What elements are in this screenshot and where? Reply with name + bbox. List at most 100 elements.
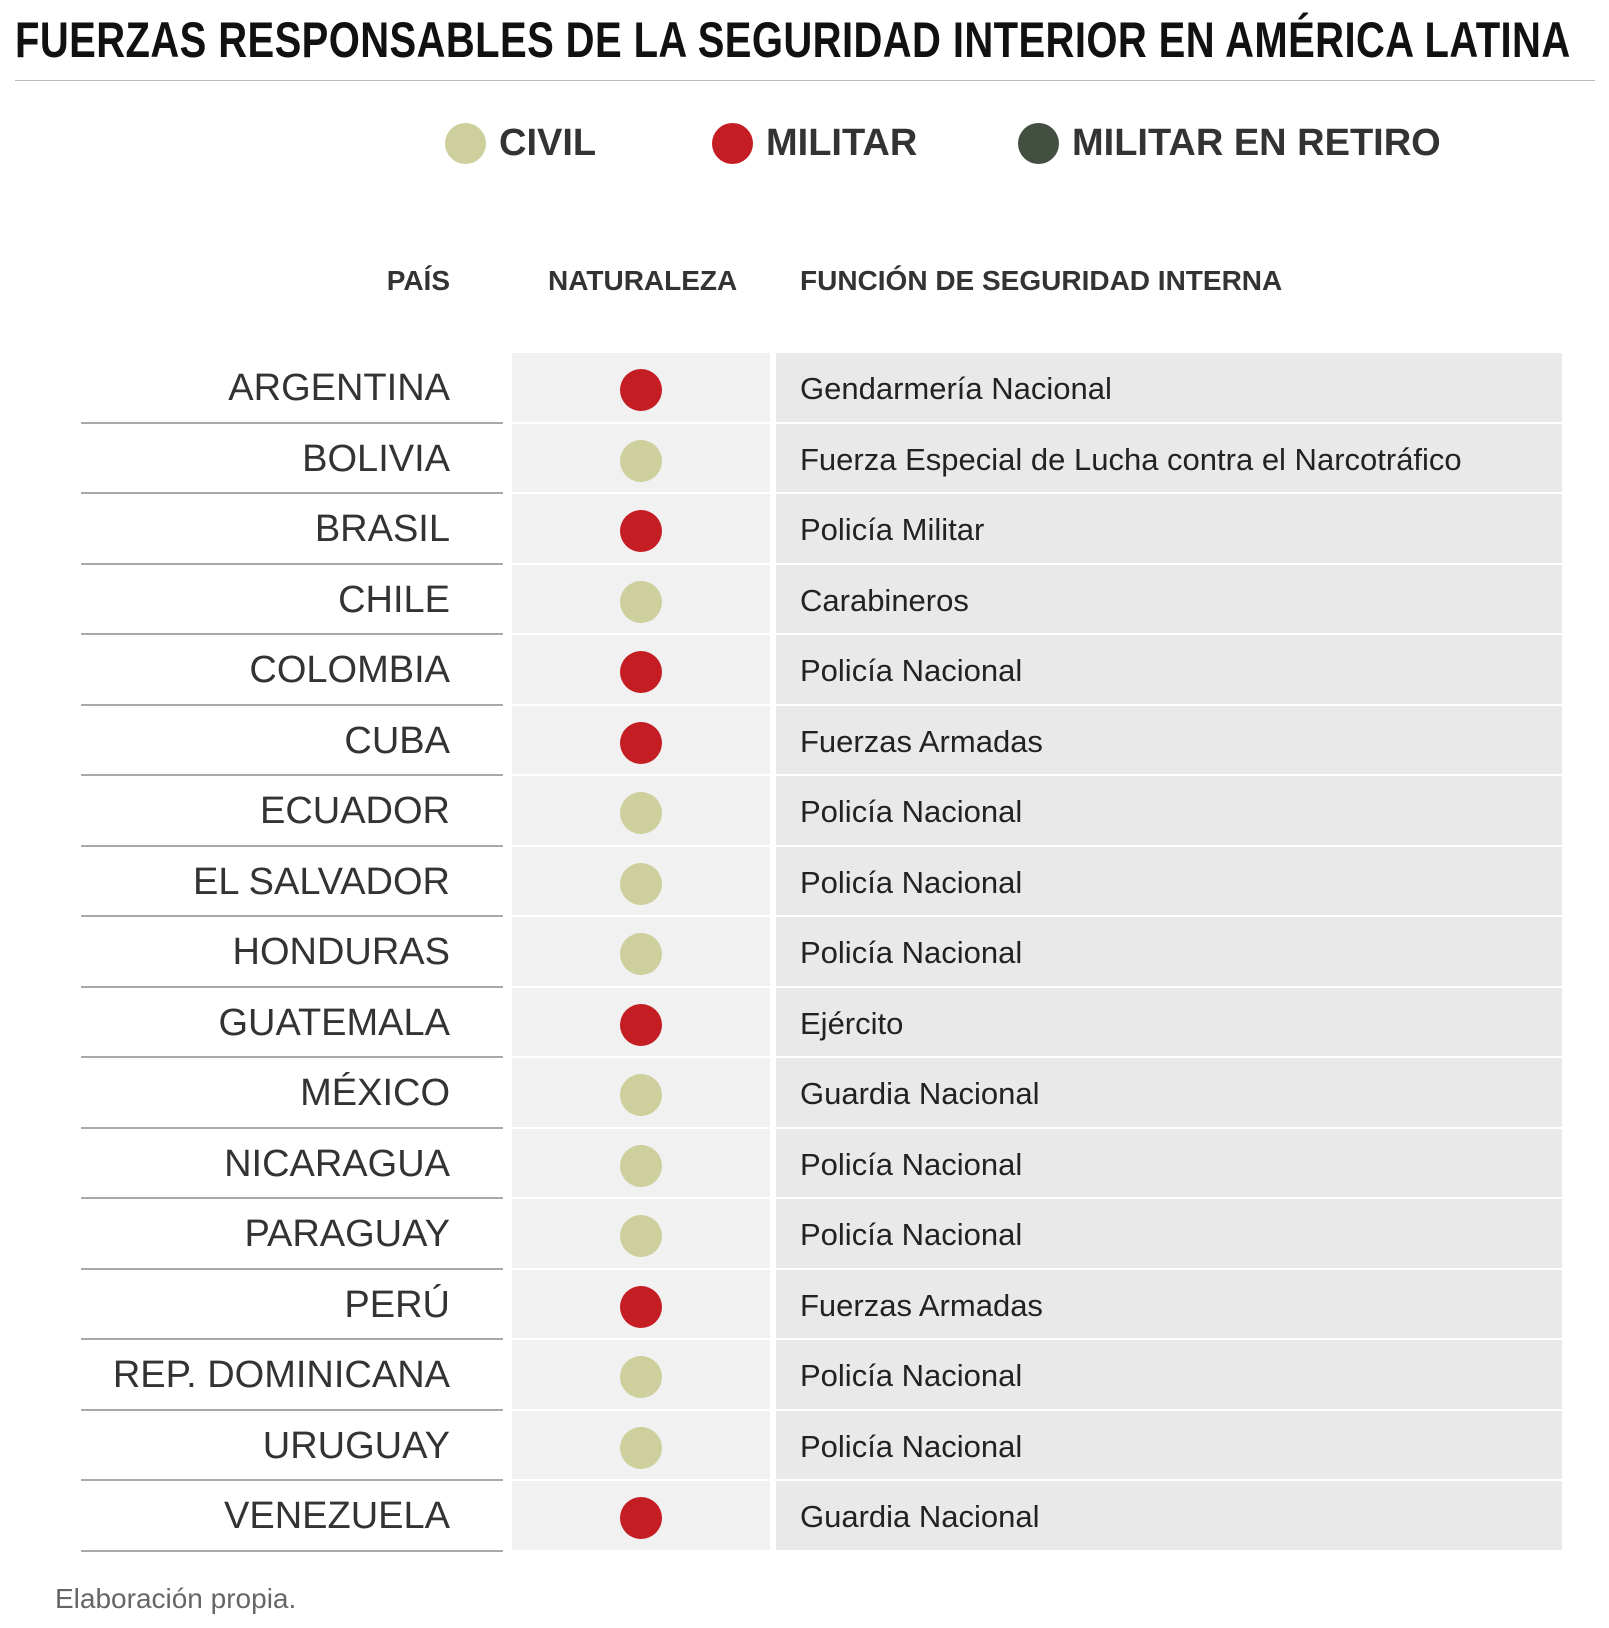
nature-cell bbox=[512, 494, 770, 565]
function-label: Policía Nacional bbox=[800, 1358, 1023, 1393]
function-cell: Fuerzas Armadas bbox=[776, 705, 1562, 776]
function-cell: Policía Nacional bbox=[776, 917, 1562, 988]
nature-cell bbox=[512, 1340, 770, 1411]
country-label: ECUADOR bbox=[259, 790, 450, 832]
country-label: BOLIVIA bbox=[302, 437, 450, 480]
function-label: Policía Nacional bbox=[800, 864, 1023, 900]
nature-cell bbox=[512, 776, 770, 847]
function-cell: Policía Nacional bbox=[776, 1199, 1562, 1270]
function-label: Policía Militar bbox=[800, 512, 985, 547]
row-divider bbox=[81, 562, 503, 565]
table-row: REP. DOMINICANA Policía Nacional bbox=[0, 1340, 1609, 1411]
table-body: ARGENTINA Gendarmería Nacional BOLIVIA Fuer… bbox=[0, 353, 1609, 1552]
nature-cell bbox=[512, 353, 770, 424]
table-row: EL SALVADOR Policía Nacional bbox=[0, 846, 1609, 917]
function-label: Policía Nacional bbox=[800, 794, 1023, 829]
function-cell: Policía Nacional bbox=[776, 635, 1562, 706]
legend-label-civil: CIVIL bbox=[499, 121, 597, 164]
row-divider bbox=[81, 1338, 503, 1340]
nature-cell bbox=[512, 917, 770, 988]
row-divider bbox=[81, 421, 503, 424]
row-divider bbox=[81, 703, 503, 706]
country-label: REP. DOMINICANA bbox=[112, 1354, 450, 1396]
nature-cell bbox=[512, 705, 770, 776]
function-cell: Policía Nacional bbox=[776, 1128, 1562, 1199]
country-label: MÉXICO bbox=[300, 1072, 450, 1114]
nature-dot bbox=[620, 580, 662, 623]
table-row: HONDURAS Policía Nacional bbox=[0, 917, 1609, 988]
nature-dot bbox=[620, 1356, 662, 1398]
nature-cell bbox=[512, 987, 770, 1058]
country-label: CUBA bbox=[344, 719, 450, 762]
country-label: PERÚ bbox=[344, 1283, 450, 1326]
row-divider bbox=[81, 985, 503, 988]
country-label: HONDURAS bbox=[232, 931, 450, 973]
row-divider bbox=[81, 1549, 503, 1552]
function-label: Ejército bbox=[800, 1005, 904, 1041]
chart-title: FUERZAS RESPONSABLES DE LA SEGURIDAD INT… bbox=[15, 12, 1571, 68]
nature-dot bbox=[620, 1074, 662, 1116]
column-header-country: PAÍS bbox=[386, 265, 450, 296]
function-cell: Policía Nacional bbox=[776, 846, 1562, 917]
table-row: PARAGUAY Policía Nacional bbox=[0, 1199, 1609, 1270]
table-row: CHILE Carabineros bbox=[0, 564, 1609, 635]
function-cell: Policía Nacional bbox=[776, 776, 1562, 847]
nature-dot bbox=[620, 1497, 662, 1539]
function-cell: Policía Nacional bbox=[776, 1410, 1562, 1481]
nature-dot bbox=[620, 369, 662, 411]
table-row: ECUADOR Policía Nacional bbox=[0, 776, 1609, 847]
legend-swatch-civil bbox=[445, 122, 486, 164]
function-cell: Ejército bbox=[776, 987, 1562, 1058]
row-divider bbox=[81, 1267, 503, 1270]
row-divider bbox=[81, 1126, 503, 1129]
table-row: VENEZUELA Guardia Nacional bbox=[0, 1481, 1609, 1552]
function-label: Policía Nacional bbox=[800, 935, 1023, 970]
nature-dot bbox=[620, 721, 662, 764]
table-row: GUATEMALA Ejército bbox=[0, 987, 1609, 1058]
country-label: ARGENTINA bbox=[228, 367, 450, 409]
legend-label-militar: MILITAR bbox=[766, 121, 918, 164]
function-label: Gendarmería Nacional bbox=[800, 371, 1112, 406]
table-row: BOLIVIA Fuerza Especial de Lucha contra e… bbox=[0, 423, 1609, 494]
row-divider bbox=[81, 844, 503, 847]
nature-cell bbox=[512, 1269, 770, 1340]
country-label: EL SALVADOR bbox=[193, 860, 450, 903]
table-row: NICARAGUA Policía Nacional bbox=[0, 1128, 1609, 1199]
legend-swatch-militar-en-retiro bbox=[1018, 122, 1059, 164]
country-label: PARAGUAY bbox=[244, 1213, 450, 1255]
function-cell: Carabineros bbox=[776, 564, 1562, 635]
source-note: Elaboración propia. bbox=[55, 1583, 297, 1614]
function-cell: Fuerzas Armadas bbox=[776, 1269, 1562, 1340]
nature-cell bbox=[512, 846, 770, 917]
row-divider bbox=[81, 1197, 503, 1199]
column-header-function: FUNCIÓN DE SEGURIDAD INTERNA bbox=[800, 265, 1283, 296]
legend-item-militar-en-retiro: MILITAR EN RETIRO bbox=[1018, 118, 1441, 168]
country-label: URUGUAY bbox=[262, 1424, 450, 1467]
table-row: CUBA Fuerzas Armadas bbox=[0, 705, 1609, 776]
function-label: Guardia Nacional bbox=[800, 1499, 1040, 1534]
function-cell: Gendarmería Nacional bbox=[776, 353, 1562, 424]
nature-dot bbox=[620, 933, 662, 975]
country-label: CHILE bbox=[338, 578, 450, 621]
nature-dot bbox=[620, 510, 662, 552]
function-cell: Policía Nacional bbox=[776, 1340, 1562, 1411]
function-label: Policía Nacional bbox=[800, 653, 1023, 688]
table-row: COLOMBIA Policía Nacional bbox=[0, 635, 1609, 706]
function-label: Guardia Nacional bbox=[800, 1076, 1040, 1111]
legend-label-militar-en-retiro: MILITAR EN RETIRO bbox=[1072, 121, 1441, 164]
row-divider bbox=[81, 492, 503, 494]
nature-cell bbox=[512, 1058, 770, 1129]
row-divider bbox=[81, 1408, 503, 1411]
column-header-nature: NATURALEZA bbox=[548, 265, 738, 296]
row-divider bbox=[81, 774, 503, 776]
nature-dot bbox=[620, 1285, 662, 1328]
nature-dot bbox=[620, 862, 662, 905]
function-label: Policía Nacional bbox=[800, 1146, 1023, 1182]
function-label: Fuerza Especial de Lucha contra el Narco… bbox=[800, 441, 1462, 477]
function-label: Policía Nacional bbox=[800, 1217, 1023, 1252]
row-divider bbox=[81, 633, 503, 635]
nature-cell bbox=[512, 635, 770, 706]
country-label: VENEZUELA bbox=[224, 1495, 450, 1537]
country-label: NICARAGUA bbox=[224, 1142, 450, 1185]
nature-cell bbox=[512, 1128, 770, 1199]
